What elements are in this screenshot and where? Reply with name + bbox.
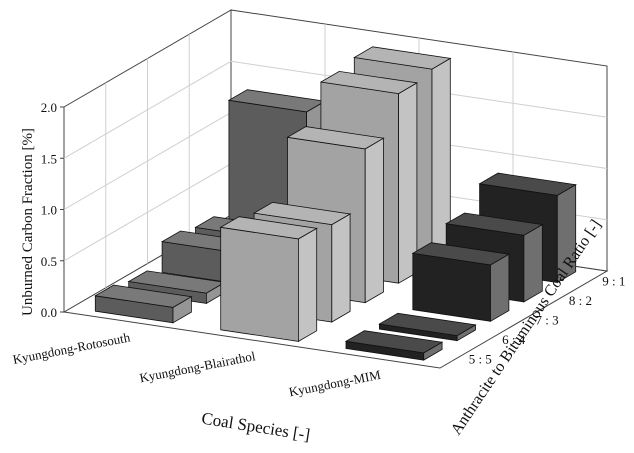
coal-species-tick-label: Kyungdong-Rotosouth [11,329,131,367]
bar-side-face [331,213,351,323]
bar-3d [219,216,318,343]
ratio-tick-label: 7 : 3 [536,313,559,328]
x-axis-label: Coal Species [-] [200,409,311,445]
bar-side-face [364,137,384,304]
bar-top-face [94,284,193,308]
bar-top-face [319,70,419,95]
bar-side-face [297,227,318,343]
ratio-tick-label: 8 : 2 [569,293,592,308]
z-tick-label: 0.5 [41,254,57,269]
z-tick-label: 1.0 [41,203,57,218]
bar-top-face [411,242,511,266]
z-tick-label: 2.0 [41,100,57,115]
gridline-z [63,60,608,159]
bar-3d [411,242,511,322]
bar-side-face [490,253,510,322]
ratio-tick-label: 6 : 4 [502,332,526,347]
coal-species-tick-label: Kyungdong-MIM [288,367,383,400]
coal-species-tick-label: Kyungdong-Blairathol [138,348,257,385]
bar-3d [378,312,477,342]
bar-side-face [523,223,543,303]
bar-top-face [353,46,452,70]
z-tick-label: 0.0 [41,305,57,320]
bar-top-face [252,201,352,226]
ratio-tick-label: 5 : 5 [469,351,492,366]
bar-3d [344,330,444,361]
bar-top-face [286,126,385,150]
z-axis-label: Unburned Carbon Fraction [%] [20,128,36,316]
ratio-tick-label: 9 : 1 [602,274,625,289]
bar-top-face [219,216,318,240]
bar-top-face [478,172,577,196]
bar-3d [94,284,193,324]
bar-top-face [344,330,444,354]
bar-top-face [378,312,477,337]
z-tick-label: 1.5 [41,151,57,166]
bar-front-face [220,226,299,342]
bar-top-face [445,212,544,236]
chart-bars [94,46,577,361]
